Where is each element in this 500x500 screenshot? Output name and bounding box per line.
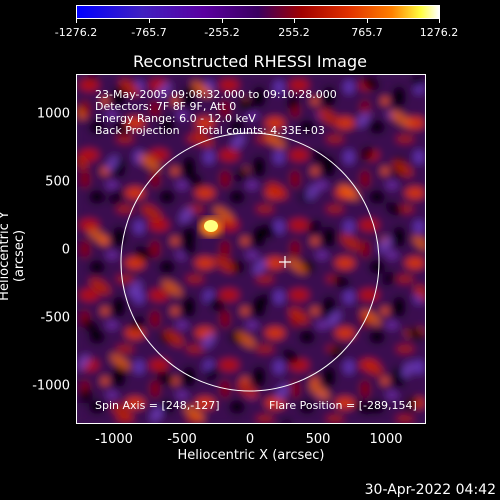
image-plot: 23-May-2005 09:08:32.000 to 09:10:28.000… — [76, 74, 426, 424]
info-detectors: Detectors: 7F 8F 9F, Att 0 — [95, 100, 237, 113]
colorbar-tickmark — [222, 19, 223, 23]
colorbar-tick-label: -1276.2 — [54, 26, 98, 39]
info-energy-range: Energy Range: 6.0 - 12.0 keV — [95, 112, 256, 125]
colorbar-tickmark — [439, 19, 440, 23]
x-tick-label: 0 — [245, 432, 255, 447]
colorbar-tickmark — [76, 19, 77, 23]
x-axis-label: Heliocentric X (arcsec) — [177, 448, 325, 463]
y-tick-label: 500 — [45, 174, 70, 190]
colorbar-tick-label: 765.7 — [351, 26, 383, 39]
image-title: Reconstructed RHESSI Image — [133, 52, 367, 71]
x-tick-label: -1000 — [95, 432, 133, 447]
x-tick-label: 1000 — [369, 432, 403, 447]
colorbar-tick-label: -765.7 — [131, 26, 167, 39]
render-timestamp: 30-Apr-2022 04:42 — [364, 482, 496, 498]
y-tick-label: 1000 — [36, 106, 70, 122]
colorbar-tickmark — [367, 19, 368, 23]
colorbar-tickmark — [294, 19, 295, 23]
colorbar-tick-label: 1276.2 — [419, 26, 459, 39]
colorbar-tick-label: 255.2 — [278, 26, 310, 39]
backprojection-map — [77, 75, 425, 423]
y-tick-label: -500 — [40, 310, 70, 326]
info-time-range: 23-May-2005 09:08:32.000 to 09:10:28.000 — [95, 88, 337, 101]
y-tick-label: 0 — [61, 242, 70, 258]
colorbar — [76, 5, 440, 19]
x-tick-label: -500 — [167, 432, 197, 447]
info-method-counts: Back Projection Total counts: 4.33E+03 — [95, 124, 325, 137]
x-tick-label: 500 — [305, 432, 331, 447]
spin-axis-label: Spin Axis = [248,-127] — [95, 399, 220, 412]
flare-position-label: Flare Position = [-289,154] — [269, 399, 417, 412]
y-tick-label: -1000 — [32, 378, 70, 394]
solar-limb-circle — [120, 132, 380, 392]
colorbar-tickmark — [149, 19, 150, 23]
colorbar-tick-label: -255.2 — [204, 26, 240, 39]
y-axis-label: Heliocentric Y (arcsec) — [0, 211, 27, 301]
